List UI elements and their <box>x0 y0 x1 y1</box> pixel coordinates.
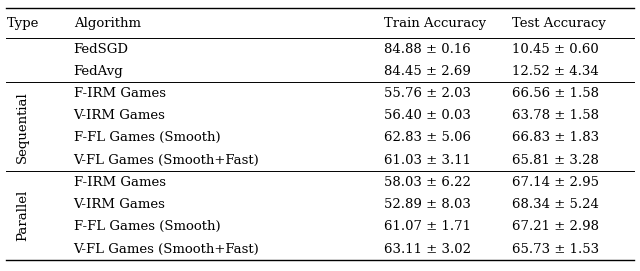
Text: Parallel: Parallel <box>16 190 29 241</box>
Text: Test Accuracy: Test Accuracy <box>512 17 606 30</box>
Text: 63.11 ± 3.02: 63.11 ± 3.02 <box>384 243 471 256</box>
Text: 65.81 ± 3.28: 65.81 ± 3.28 <box>512 154 599 167</box>
Text: 10.45 ± 0.60: 10.45 ± 0.60 <box>512 43 599 56</box>
Text: FedAvg: FedAvg <box>74 65 124 78</box>
Text: 52.89 ± 8.03: 52.89 ± 8.03 <box>384 198 471 211</box>
Text: FedSGD: FedSGD <box>74 43 129 56</box>
Text: 61.03 ± 3.11: 61.03 ± 3.11 <box>384 154 471 167</box>
Text: F-FL Games (Smooth): F-FL Games (Smooth) <box>74 220 220 233</box>
Text: 84.88 ± 0.16: 84.88 ± 0.16 <box>384 43 471 56</box>
Text: 55.76 ± 2.03: 55.76 ± 2.03 <box>384 87 471 100</box>
Text: Train Accuracy: Train Accuracy <box>384 17 486 30</box>
Text: 67.21 ± 2.98: 67.21 ± 2.98 <box>512 220 599 233</box>
Text: F-IRM Games: F-IRM Games <box>74 176 166 189</box>
Text: V-IRM Games: V-IRM Games <box>74 198 166 211</box>
Text: 67.14 ± 2.95: 67.14 ± 2.95 <box>512 176 599 189</box>
Text: 12.52 ± 4.34: 12.52 ± 4.34 <box>512 65 599 78</box>
Text: V-IRM Games: V-IRM Games <box>74 109 166 122</box>
Text: 62.83 ± 5.06: 62.83 ± 5.06 <box>384 131 471 144</box>
Text: F-IRM Games: F-IRM Games <box>74 87 166 100</box>
Text: F-FL Games (Smooth): F-FL Games (Smooth) <box>74 131 220 144</box>
Text: 84.45 ± 2.69: 84.45 ± 2.69 <box>384 65 471 78</box>
Text: Sequential: Sequential <box>16 91 29 163</box>
Text: 56.40 ± 0.03: 56.40 ± 0.03 <box>384 109 471 122</box>
Text: 68.34 ± 5.24: 68.34 ± 5.24 <box>512 198 599 211</box>
Text: Algorithm: Algorithm <box>74 17 141 30</box>
Text: 58.03 ± 6.22: 58.03 ± 6.22 <box>384 176 471 189</box>
Text: V-FL Games (Smooth+Fast): V-FL Games (Smooth+Fast) <box>74 243 259 256</box>
Text: 66.83 ± 1.83: 66.83 ± 1.83 <box>512 131 599 144</box>
Text: V-FL Games (Smooth+Fast): V-FL Games (Smooth+Fast) <box>74 154 259 167</box>
Text: 63.78 ± 1.58: 63.78 ± 1.58 <box>512 109 599 122</box>
Text: 66.56 ± 1.58: 66.56 ± 1.58 <box>512 87 599 100</box>
Text: 65.73 ± 1.53: 65.73 ± 1.53 <box>512 243 599 256</box>
Text: Type: Type <box>6 17 39 30</box>
Text: 61.07 ± 1.71: 61.07 ± 1.71 <box>384 220 471 233</box>
